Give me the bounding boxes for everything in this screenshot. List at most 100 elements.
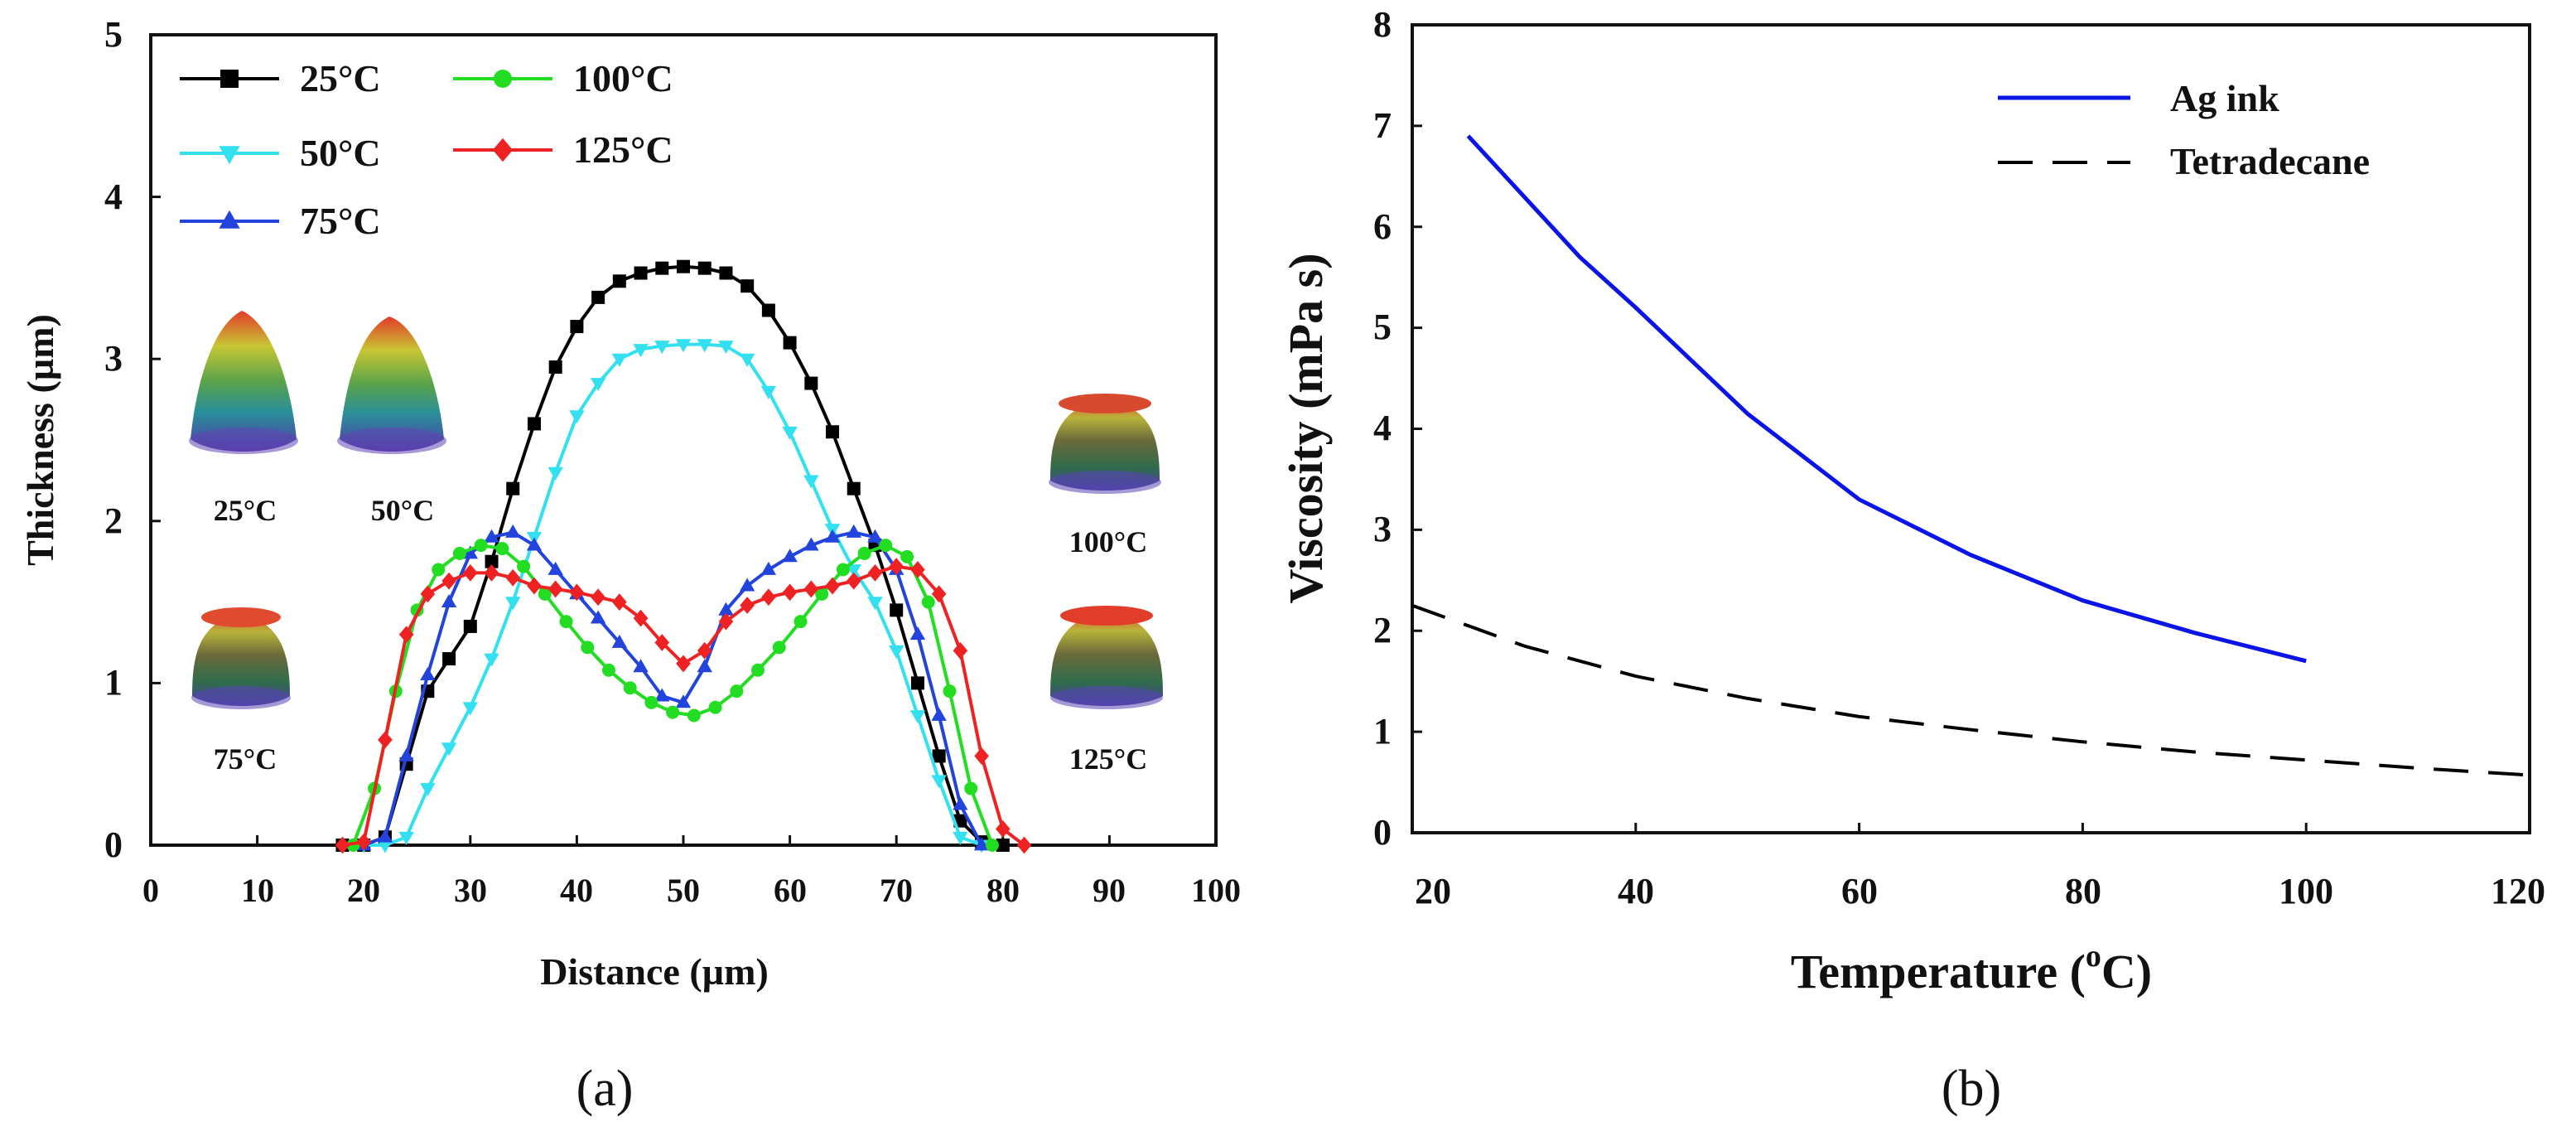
data-point <box>505 597 521 611</box>
data-point <box>996 820 1011 838</box>
x-tick-label: 100 <box>1191 872 1241 909</box>
data-point <box>760 561 777 575</box>
y-axis-label-a: Thickness (µm) <box>19 314 61 566</box>
data-point <box>931 585 947 603</box>
data-point <box>1016 836 1032 854</box>
x-tick-label: 60 <box>1841 871 1878 911</box>
data-point <box>846 564 861 578</box>
y-tick-label: 1 <box>1373 711 1392 752</box>
series-125c <box>335 558 1032 854</box>
data-point <box>921 595 935 609</box>
data-point <box>538 587 552 601</box>
data-point <box>943 684 957 699</box>
inset-image-100c: 100°C <box>1049 394 1161 558</box>
data-point <box>654 341 670 355</box>
data-point <box>718 341 734 355</box>
data-point <box>666 705 680 719</box>
data-point <box>420 667 436 681</box>
data-point <box>931 707 947 721</box>
series-100c <box>346 539 999 852</box>
data-point <box>675 694 692 708</box>
data-point <box>739 353 755 367</box>
data-point <box>772 641 786 655</box>
data-point <box>644 695 658 709</box>
data-point <box>730 684 744 699</box>
legend-entry-25c: 25°C <box>180 57 381 99</box>
data-point <box>846 572 861 590</box>
data-point <box>527 577 542 595</box>
legend-label: 50°C <box>300 132 381 174</box>
data-point <box>484 653 499 667</box>
data-point <box>548 466 563 481</box>
data-point <box>910 676 924 690</box>
data-point <box>687 708 701 723</box>
inset-label: 75°C <box>214 742 277 776</box>
data-point <box>761 588 776 607</box>
y-tick-label: 4 <box>1373 408 1392 448</box>
x-tick-label: 30 <box>454 872 487 909</box>
data-point <box>335 836 350 854</box>
data-point <box>505 524 521 538</box>
legend-b: Ag ink Tetradecane <box>1998 77 2370 182</box>
data-point <box>909 710 926 724</box>
legend-swatch-marker <box>220 70 239 88</box>
inset-image-75c: 75°C <box>191 607 291 776</box>
data-point <box>611 353 628 367</box>
legend-entry-100c: 100°C <box>453 57 673 99</box>
data-point <box>441 594 457 607</box>
y-axis-label-b: Viscosity (mPa s) <box>1279 253 1333 603</box>
legend-label: 125°C <box>573 128 673 171</box>
data-point <box>697 339 712 353</box>
series-75c <box>356 524 990 851</box>
data-point <box>826 425 840 439</box>
data-point <box>782 583 798 602</box>
y-tick-label: 8 <box>1373 4 1392 45</box>
legend-entry-125c: 125°C <box>453 128 673 171</box>
x-tick-label: 60 <box>774 872 807 909</box>
x-tick-label: 80 <box>2065 871 2101 911</box>
data-point <box>815 587 829 601</box>
y-tick-label: 0 <box>104 824 123 865</box>
data-point <box>559 615 573 629</box>
x-tick-label: 50 <box>667 872 700 909</box>
data-point <box>909 626 926 641</box>
data-point <box>739 578 755 592</box>
data-point <box>526 537 543 551</box>
data-point <box>398 831 414 845</box>
inset-image-125c: 125°C <box>1050 606 1163 776</box>
data-point <box>910 561 925 578</box>
data-point <box>953 641 968 660</box>
data-point <box>825 577 840 595</box>
legend-swatch-marker <box>219 210 240 229</box>
series-group-b <box>1411 134 2530 777</box>
y-tick-label: 2 <box>1373 610 1392 650</box>
panel-label-a: (a) <box>576 1061 634 1117</box>
data-point <box>377 829 393 843</box>
x-tick-label: 20 <box>1415 871 1451 911</box>
y-tick-label: 2 <box>104 500 123 541</box>
panel-b: 0 1 2 3 4 5 6 7 8 20 40 60 80 100 120 Te… <box>1279 4 2545 1117</box>
data-point <box>973 837 990 851</box>
data-point <box>398 747 414 761</box>
data-point <box>601 663 615 677</box>
x-tick-label: 70 <box>880 872 913 909</box>
data-point <box>590 378 606 392</box>
data-point <box>420 783 436 797</box>
data-point <box>591 290 605 304</box>
x-tick-label: 40 <box>560 872 593 909</box>
data-point <box>356 833 371 851</box>
data-point <box>591 588 605 607</box>
data-point <box>634 266 648 280</box>
inset-image-50c: 50°C <box>337 317 446 527</box>
x-tick-label: 90 <box>1093 872 1126 909</box>
data-point <box>378 731 393 749</box>
data-point <box>846 524 861 538</box>
y-tick-label: 5 <box>104 14 123 55</box>
legend-swatch-marker <box>494 70 512 88</box>
legend-swatch-marker <box>492 138 514 162</box>
data-point <box>570 320 584 334</box>
data-point <box>474 539 488 553</box>
y-tick-label: 7 <box>1373 105 1392 146</box>
data-point <box>867 563 883 582</box>
legend-label: 100°C <box>573 57 673 99</box>
